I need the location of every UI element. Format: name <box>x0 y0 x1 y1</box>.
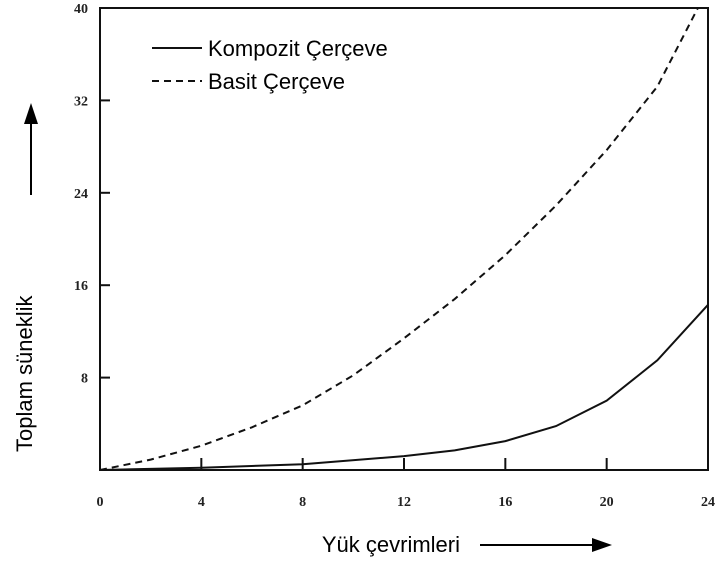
x-arrow-head <box>592 538 612 552</box>
legend-label: Kompozit Çerçeve <box>208 36 388 61</box>
x-tick-label: 24 <box>701 495 715 510</box>
x-tick-label: 20 <box>600 495 614 510</box>
x-axis-label: Yük çevrimleri <box>322 532 460 557</box>
y-axis-label: Toplam süneklik <box>12 294 37 452</box>
y-tick-label: 32 <box>74 94 88 109</box>
series-line <box>99 304 709 471</box>
y-tick-label: 40 <box>74 2 88 17</box>
x-tick-label: 16 <box>498 495 512 510</box>
x-tick-label: 0 <box>97 495 104 510</box>
plot-frame <box>99 7 709 471</box>
legend-label: Basit Çerçeve <box>208 69 345 94</box>
y-arrow-head <box>24 103 38 124</box>
y-tick-label: 8 <box>81 372 88 387</box>
x-tick-label: 12 <box>397 495 411 510</box>
series-line <box>99 7 699 471</box>
y-tick-label: 16 <box>74 279 88 294</box>
x-tick-label: 8 <box>299 495 306 510</box>
y-tick-label: 24 <box>74 187 88 202</box>
x-tick-label: 4 <box>198 495 205 510</box>
